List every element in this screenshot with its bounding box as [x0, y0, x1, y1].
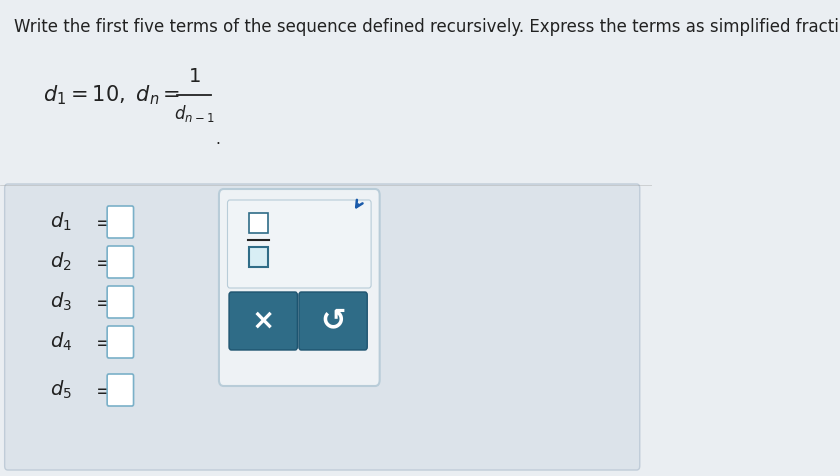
FancyBboxPatch shape — [108, 206, 134, 238]
Text: ↺: ↺ — [320, 307, 346, 336]
FancyBboxPatch shape — [108, 286, 134, 318]
Text: $d_3$: $d_3$ — [50, 291, 72, 313]
Text: ×: × — [251, 307, 275, 335]
Text: $d_1 = 10,\ d_n =$: $d_1 = 10,\ d_n =$ — [43, 83, 180, 107]
FancyBboxPatch shape — [228, 200, 371, 288]
Text: $d_5$: $d_5$ — [50, 379, 72, 401]
Text: $d_4$: $d_4$ — [50, 331, 73, 353]
FancyBboxPatch shape — [249, 213, 268, 233]
FancyBboxPatch shape — [219, 189, 380, 386]
Text: $=$: $=$ — [92, 253, 112, 271]
Text: Write the first five terms of the sequence defined recursively. Express the term: Write the first five terms of the sequen… — [14, 18, 839, 36]
Text: $=$: $=$ — [92, 293, 112, 311]
Text: $.$: $.$ — [215, 133, 220, 147]
FancyBboxPatch shape — [249, 247, 268, 267]
Text: $1$: $1$ — [188, 68, 201, 86]
FancyBboxPatch shape — [108, 326, 134, 358]
Text: $=$: $=$ — [92, 381, 112, 399]
FancyBboxPatch shape — [5, 184, 640, 470]
FancyBboxPatch shape — [299, 292, 367, 350]
FancyBboxPatch shape — [229, 292, 297, 350]
Text: $d_2$: $d_2$ — [50, 251, 72, 273]
Text: $d_{n-1}$: $d_{n-1}$ — [174, 102, 214, 123]
Text: $=$: $=$ — [92, 213, 112, 231]
FancyBboxPatch shape — [108, 374, 134, 406]
Text: $=$: $=$ — [92, 333, 112, 351]
Text: $d_1$: $d_1$ — [50, 211, 72, 233]
FancyBboxPatch shape — [108, 246, 134, 278]
